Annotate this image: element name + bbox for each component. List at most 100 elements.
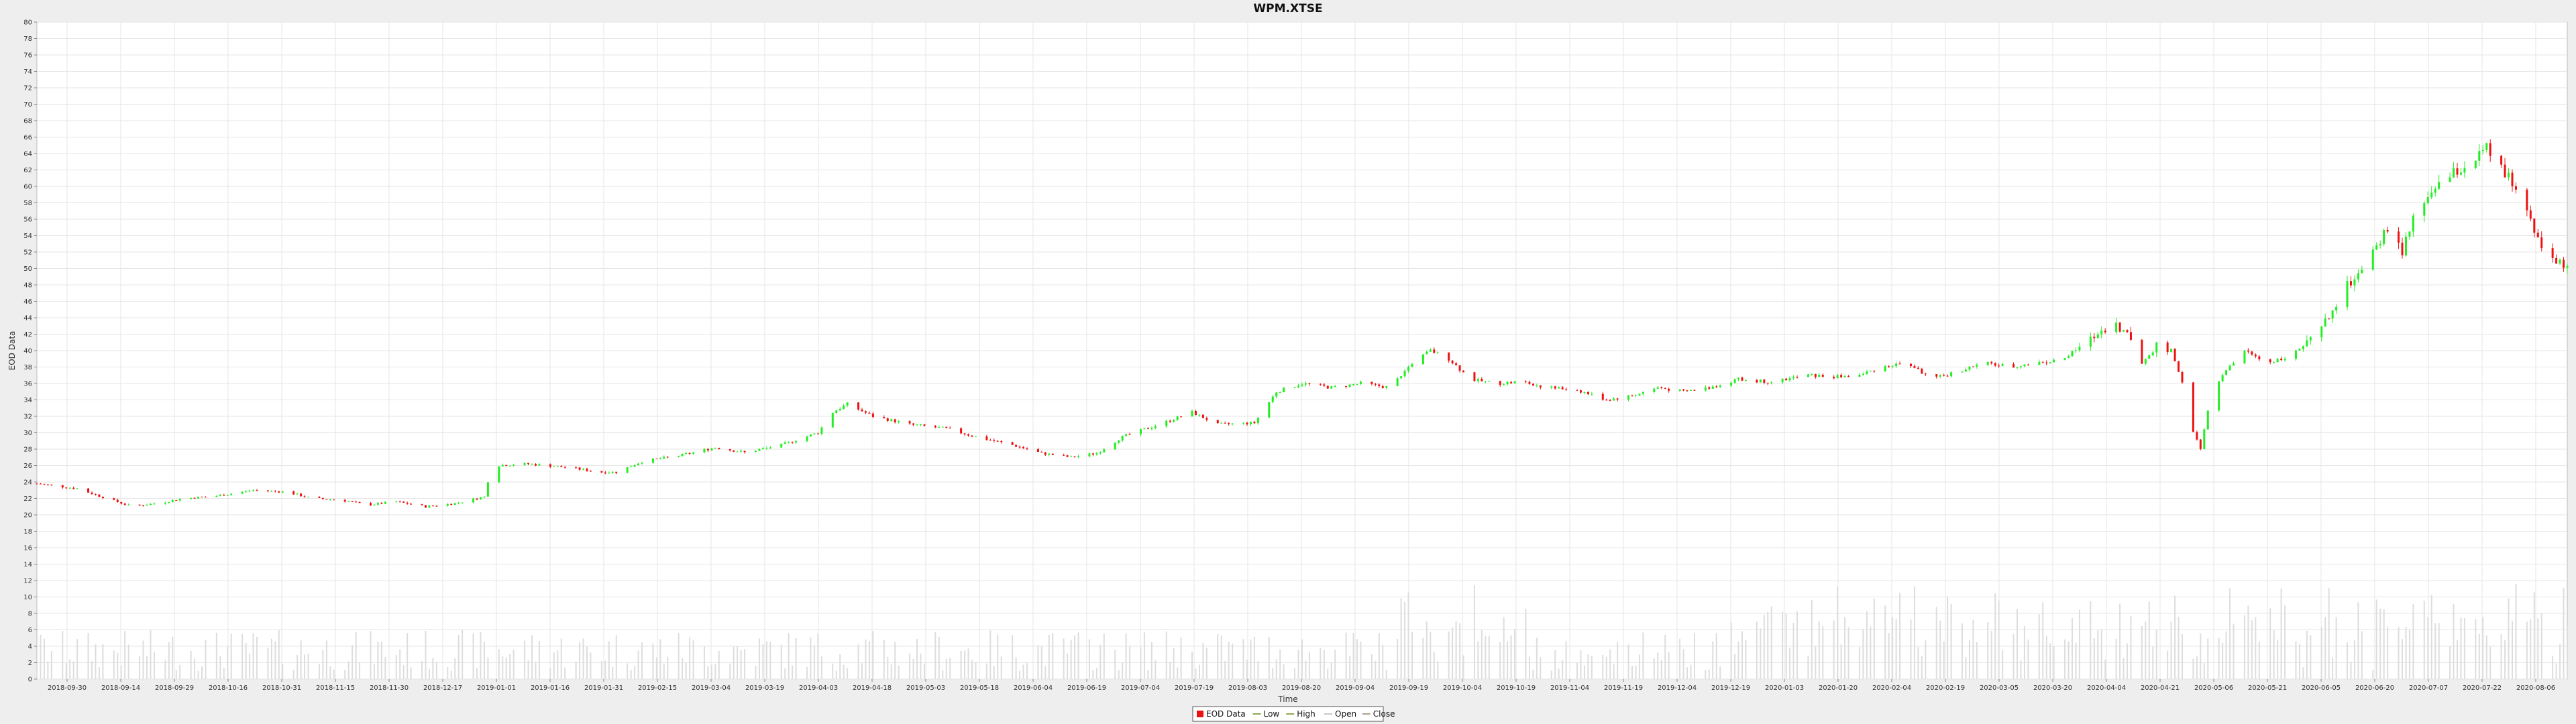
- volume-bar: [2229, 588, 2231, 679]
- y-tick-label: 26: [23, 463, 32, 470]
- candle-body: [1173, 420, 1175, 422]
- candle-body: [1807, 374, 1809, 377]
- x-tick-label: 2018-09-30: [48, 684, 87, 692]
- volume-bar: [1858, 647, 1860, 679]
- candle-body: [589, 471, 592, 472]
- volume-bar: [1323, 650, 1325, 679]
- y-tick-label: 68: [23, 118, 32, 125]
- candle-body: [479, 497, 482, 500]
- candle-body: [795, 441, 798, 443]
- volume-bar: [98, 667, 100, 679]
- candle-body: [1946, 375, 1949, 377]
- volume-bar: [2347, 642, 2348, 679]
- candle-body: [168, 502, 170, 503]
- candle-body: [1421, 354, 1424, 365]
- volume-bar: [352, 645, 354, 679]
- volume-bar: [1297, 650, 1299, 679]
- candle-body: [1242, 422, 1245, 424]
- volume-bar: [1796, 611, 1798, 679]
- volume-bar: [934, 631, 936, 679]
- candle-body: [633, 465, 636, 467]
- y-tick-label: 54: [23, 233, 32, 240]
- volume-bar: [197, 670, 199, 679]
- y-tick-label: 62: [23, 167, 32, 174]
- volume-bar: [2449, 646, 2451, 679]
- candle-body: [505, 465, 508, 467]
- volume-bar: [2475, 619, 2477, 679]
- volume-bar: [1253, 636, 1255, 679]
- candle-body: [461, 502, 464, 503]
- volume-bar: [784, 668, 786, 679]
- volume-bar: [769, 642, 771, 679]
- volume-bar: [1873, 598, 1875, 679]
- candle-body: [1319, 383, 1322, 385]
- volume-bar: [707, 666, 709, 679]
- volume-bar: [1870, 626, 1872, 679]
- candle-body: [1249, 422, 1252, 424]
- candle-body: [1913, 366, 1916, 368]
- candle-body: [1165, 420, 1168, 426]
- volume-bar: [1664, 634, 1666, 679]
- candle-body: [2551, 248, 2554, 258]
- candle-body: [919, 424, 922, 426]
- candle-body: [2481, 149, 2484, 152]
- x-tick-label: 2020-07-07: [2409, 684, 2448, 692]
- volume-bar: [682, 658, 684, 679]
- candle-body: [1642, 391, 1644, 394]
- candle-body: [945, 426, 948, 428]
- volume-bar: [1095, 668, 1097, 679]
- volume-bar: [1528, 656, 1530, 679]
- candle-body: [2225, 370, 2228, 375]
- volume-bar: [2515, 584, 2517, 679]
- volume-bar: [847, 668, 849, 679]
- y-tick-label: 8: [28, 611, 32, 618]
- volume-bar: [2170, 621, 2172, 679]
- volume-bar: [1935, 607, 1937, 679]
- volume-bar: [1448, 631, 1450, 679]
- volume-bar: [1217, 634, 1219, 679]
- volume-bar: [1770, 606, 1772, 679]
- volume-bar: [2258, 642, 2260, 679]
- volume-bar: [1198, 664, 1200, 679]
- candle-body: [2357, 273, 2359, 280]
- volume-bar: [215, 632, 217, 679]
- candle-body: [2012, 364, 2015, 368]
- volume-bar: [1815, 646, 1817, 679]
- candle-body: [523, 463, 526, 465]
- candle-body: [72, 487, 75, 489]
- volume-bar: [733, 646, 735, 679]
- candle-body: [2016, 367, 2019, 368]
- candle-body: [1917, 367, 1919, 369]
- candle-body: [1293, 387, 1296, 388]
- volume-bar: [792, 665, 794, 679]
- candle-body: [806, 436, 808, 442]
- volume-bar: [718, 650, 720, 679]
- candle-body: [1246, 422, 1248, 424]
- candle-body: [868, 412, 871, 414]
- volume-bar: [1965, 657, 1967, 679]
- candle-body: [410, 503, 413, 505]
- volume-bar: [1063, 638, 1065, 679]
- candle-body: [2218, 381, 2220, 411]
- volume-bar: [630, 670, 632, 679]
- candle-body: [1756, 379, 1758, 383]
- volume-bar: [190, 650, 192, 679]
- candle-body: [1943, 375, 1945, 376]
- y-tick-label: 76: [23, 52, 32, 60]
- y-tick-label: 12: [23, 578, 32, 585]
- candle-body: [586, 469, 588, 471]
- volume-bar: [230, 634, 232, 679]
- volume-bar: [1477, 641, 1479, 679]
- volume-bar: [384, 657, 386, 679]
- candle-body: [369, 503, 372, 505]
- candle-body: [1821, 375, 1824, 377]
- volume-bar: [377, 642, 379, 679]
- volume-bar: [1668, 652, 1670, 679]
- volume-bar: [755, 666, 757, 679]
- volume-bar: [2222, 642, 2224, 679]
- candle-body: [1536, 385, 1538, 386]
- candle-body: [46, 484, 49, 485]
- volume-bar: [2192, 658, 2194, 679]
- volume-bar: [2152, 646, 2154, 679]
- y-tick-label: 60: [23, 184, 32, 191]
